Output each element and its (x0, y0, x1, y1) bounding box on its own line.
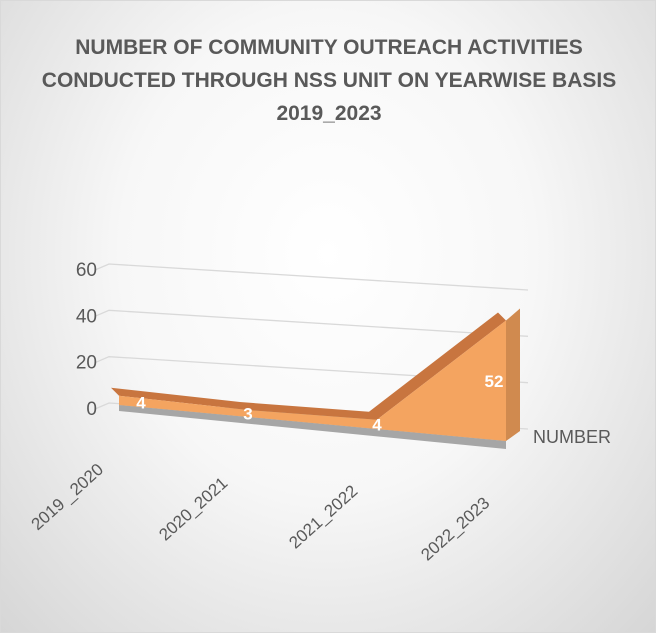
data-label: 3 (243, 405, 252, 424)
gridline (94, 309, 529, 337)
area-side-face (506, 308, 520, 441)
gridline (94, 263, 529, 291)
area-front-face (119, 320, 506, 441)
y-tick-label: 60 (76, 260, 97, 281)
y-tick-label: 20 (76, 353, 97, 374)
chart-title: NUMBER OF COMMUNITY OUTREACH ACTIVITIES … (41, 36, 617, 125)
x-category-label: 2021_2022 (285, 481, 361, 552)
y-tick-label: 40 (76, 306, 97, 327)
y-tick-label: 0 (86, 399, 97, 420)
x-category-label: 2022_2023 (417, 493, 493, 564)
data-label: 52 (485, 372, 504, 391)
x-category-label: 2020_2021 (155, 473, 231, 544)
series-axis-label: NUMBER (533, 427, 611, 447)
area-top-face (111, 312, 506, 420)
chart-floor (119, 405, 506, 449)
x-category-label: 2019 _2020 (28, 460, 107, 534)
data-label: 4 (136, 393, 146, 412)
gridline (94, 356, 529, 384)
data-label: 4 (372, 415, 382, 434)
